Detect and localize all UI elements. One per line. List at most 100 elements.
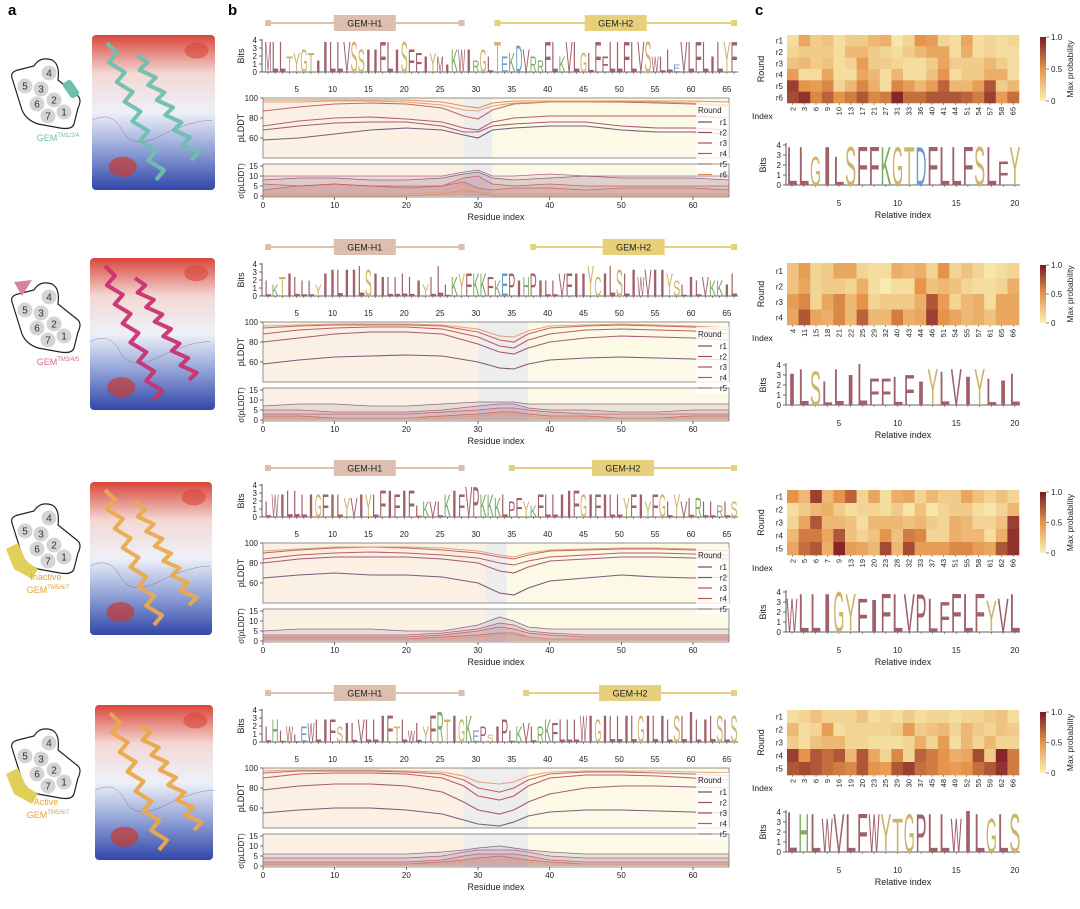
bits-tick-label: 0	[777, 401, 782, 410]
heatmap-cell	[1007, 91, 1020, 104]
plddt-line-r6	[263, 99, 729, 109]
subunit-label: 3	[38, 755, 44, 766]
index-label: 3	[800, 779, 809, 783]
heatmap-cell	[949, 516, 962, 530]
logo-letter: G	[810, 149, 821, 194]
logo-letter: F	[544, 32, 551, 82]
heatmap-cell	[787, 69, 799, 81]
logo-letter: L	[951, 136, 962, 197]
heatmap-cell	[995, 263, 1008, 279]
index-label: 62	[997, 559, 1006, 567]
logo-x-tick-label: 65	[722, 530, 731, 539]
logo-letter: L	[666, 44, 673, 81]
sigma-line	[262, 171, 729, 181]
logo-x-tick-label: 5	[294, 530, 299, 539]
logo-x-tick-label: 20	[400, 85, 409, 94]
legend-background	[696, 548, 729, 615]
helix-start-cap	[265, 244, 271, 250]
heatmap-cell	[810, 91, 823, 104]
sigma-tick-label: 15	[249, 162, 258, 171]
heatmap-cell	[821, 749, 834, 763]
logo-letter: Y	[974, 358, 985, 416]
heatmap-cell	[787, 278, 799, 295]
heatmap-cell	[972, 749, 985, 763]
heatmap-cell	[868, 263, 881, 279]
heatmap-cell	[856, 46, 869, 58]
panel-label-c: c	[755, 2, 764, 19]
logo-letter: F	[322, 489, 329, 526]
round-label: r4	[776, 532, 784, 541]
logo-x-tick-label: 45	[579, 85, 588, 94]
residue-tick-label: 10	[330, 425, 339, 434]
logo-letter: T	[892, 810, 903, 863]
heatmap-cell	[821, 516, 834, 530]
logo-letter: L	[986, 371, 997, 413]
logo-letter: F	[974, 583, 985, 644]
heatmap-cell	[868, 294, 881, 310]
logo-x-tick-label: 40	[543, 309, 552, 318]
heatmap-cell	[914, 278, 927, 295]
heatmap-cell	[868, 91, 881, 104]
logo-letter: G	[637, 708, 644, 750]
logo-letter: R	[695, 493, 702, 524]
logo-letter: I	[580, 268, 587, 305]
logo-letter: S	[365, 262, 372, 304]
index-label: 44	[916, 329, 925, 337]
logo-x-tick-label: 20	[400, 755, 409, 764]
gem-marker	[6, 543, 38, 579]
heatmap-cell	[972, 294, 985, 310]
sigma-frame	[262, 833, 730, 868]
heatmap-cell	[879, 35, 892, 47]
heatmap-cell	[798, 69, 811, 81]
logo-letter: M	[265, 32, 272, 82]
plddt-line-r2	[262, 556, 729, 574]
bits-tick-label: 0	[253, 68, 258, 77]
logo-letter: P	[472, 477, 479, 527]
colorbar-tick-label: 0.5	[1051, 739, 1063, 748]
bits-tick-label: 1	[253, 730, 258, 739]
heatmap-cell	[926, 529, 939, 543]
heatmap-cell	[833, 91, 846, 104]
sigma-axis-label: σ(pLDDT)	[237, 387, 246, 423]
colorbar-tick-label: 0.5	[1051, 290, 1063, 299]
logo-letter: I	[386, 483, 393, 525]
residue-tick-label: 0	[261, 646, 266, 655]
heatmap-cell	[926, 35, 939, 47]
heatmap-cell	[879, 529, 892, 543]
logo-letter: L	[408, 272, 415, 303]
heatmap-cell	[1007, 762, 1020, 776]
index-axis-label: Index	[752, 111, 774, 121]
legend-label: r1	[720, 342, 728, 351]
heatmap-cell	[984, 529, 997, 543]
logo-letter: F	[962, 136, 973, 197]
heatmap-cell	[879, 736, 892, 750]
sigma-tick-label: 0	[254, 862, 259, 871]
heatmap-cell	[821, 69, 834, 81]
surface-contour	[94, 786, 216, 812]
logo-letter: F	[857, 803, 868, 864]
sigma-line	[263, 845, 729, 855]
heatmap-cell	[972, 46, 985, 58]
heatmap-cell	[810, 529, 823, 543]
helix-end-cap	[458, 244, 465, 250]
logo-letter: V	[904, 583, 915, 644]
logo-letter: L	[293, 272, 300, 303]
heatmap-cell	[984, 736, 997, 750]
logo-letter: I	[637, 489, 644, 526]
heatmap-cell	[845, 80, 857, 92]
index-label: 65	[1009, 107, 1018, 115]
legend-label: r5	[720, 605, 728, 614]
plddt-tick-label: 60	[249, 579, 258, 588]
heatmap-cell	[787, 263, 799, 279]
plddt-line-r4	[262, 770, 729, 793]
logo-letter: K	[544, 714, 551, 751]
logo-x-tick-label: 55	[651, 85, 660, 94]
helix-start-cap	[265, 20, 271, 26]
relative-index-axis-label: Relative index	[875, 657, 932, 667]
heatmap-cell	[879, 503, 892, 517]
heatmap-cell	[833, 263, 846, 279]
logo-letter: L	[892, 369, 903, 414]
gem-label: GEMTM1/2/4	[37, 133, 80, 143]
logo-letter: I	[962, 799, 973, 865]
colorbar	[1040, 492, 1046, 553]
